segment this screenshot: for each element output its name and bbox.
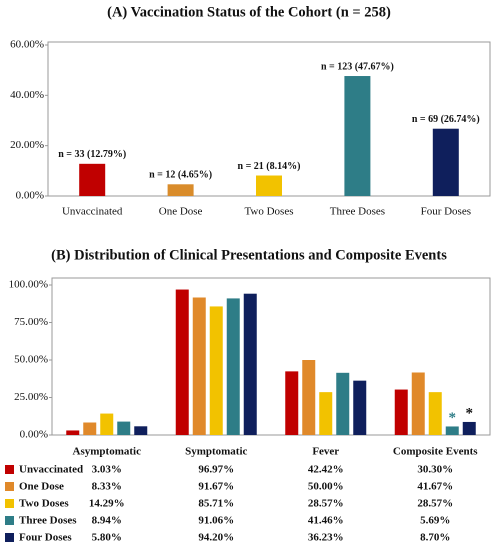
bar bbox=[336, 372, 350, 435]
table-value: 41.46% bbox=[308, 515, 344, 527]
bar bbox=[243, 293, 257, 435]
bar bbox=[285, 371, 299, 435]
y-tick-label: 0.00% bbox=[16, 190, 44, 202]
bar bbox=[100, 413, 114, 435]
x-tick-label: Three Doses bbox=[330, 206, 385, 218]
legend-label: Two Doses bbox=[19, 498, 69, 510]
legend-label: Three Doses bbox=[19, 515, 77, 527]
bar bbox=[353, 380, 367, 435]
bar bbox=[411, 372, 425, 435]
bar bbox=[428, 392, 442, 435]
x-tick-label: Composite Events bbox=[393, 446, 478, 458]
chart-title: (A) Vaccination Status of the Cohort (n … bbox=[107, 4, 391, 20]
chart-title: (B) Distribution of Clinical Presentatio… bbox=[51, 247, 447, 263]
y-tick-label: 75.00% bbox=[14, 316, 48, 328]
table-value: 28.57% bbox=[417, 498, 453, 510]
legend-swatch bbox=[5, 482, 14, 491]
bar bbox=[462, 421, 476, 435]
table-value: 30.30% bbox=[417, 464, 453, 476]
table-value: 3.03% bbox=[92, 464, 122, 476]
bar bbox=[192, 297, 206, 435]
table-value: 91.67% bbox=[198, 481, 234, 493]
bar bbox=[175, 289, 189, 435]
bar bbox=[256, 175, 282, 196]
table-value: 85.71% bbox=[198, 498, 234, 510]
table-value: 5.80% bbox=[92, 532, 122, 544]
bar bbox=[134, 426, 148, 435]
x-tick-label: Symptomatic bbox=[185, 446, 247, 458]
table-value: 8.94% bbox=[92, 515, 122, 527]
y-tick-label: 20.00% bbox=[10, 139, 44, 151]
legend-swatch bbox=[5, 516, 14, 525]
plot-frame bbox=[51, 277, 491, 436]
annotation: * bbox=[449, 410, 457, 426]
table-value: 5.69% bbox=[420, 515, 450, 527]
y-tick-label: 25.00% bbox=[14, 391, 48, 403]
bar bbox=[226, 298, 240, 435]
x-tick-label: Four Doses bbox=[421, 206, 471, 218]
table-value: 94.20% bbox=[198, 532, 234, 544]
legend-swatch bbox=[5, 499, 14, 508]
value-label: n = 69 (26.74%) bbox=[412, 114, 480, 125]
table-value: 8.70% bbox=[420, 532, 450, 544]
annotation: * bbox=[466, 405, 474, 421]
table-value: 28.57% bbox=[308, 498, 344, 510]
legend-label: Unvaccinated bbox=[19, 464, 83, 476]
table-value: 50.00% bbox=[308, 481, 344, 493]
bar bbox=[83, 422, 97, 435]
bar bbox=[209, 306, 223, 435]
value-label: n = 21 (8.14%) bbox=[238, 161, 301, 172]
legend-swatch bbox=[5, 465, 14, 474]
legend-label: Four Doses bbox=[19, 532, 72, 544]
table-value: 42.42% bbox=[308, 464, 344, 476]
table-value: 8.33% bbox=[92, 481, 122, 493]
x-tick-label: One Dose bbox=[159, 206, 203, 218]
bar bbox=[302, 360, 316, 435]
bar bbox=[66, 430, 80, 435]
y-tick-label: 0.00% bbox=[20, 429, 48, 441]
bar bbox=[167, 184, 194, 196]
bar bbox=[319, 392, 333, 435]
table-value: 41.67% bbox=[417, 481, 453, 493]
value-label: n = 33 (12.79%) bbox=[58, 149, 126, 160]
bar bbox=[79, 163, 106, 196]
value-label: n = 123 (47.67%) bbox=[321, 61, 394, 72]
legend-label: One Dose bbox=[19, 481, 64, 493]
x-tick-label: Two Doses bbox=[244, 206, 293, 218]
table-value: 14.29% bbox=[89, 498, 125, 510]
y-tick-label: 100.00% bbox=[9, 279, 48, 291]
x-tick-label: Fever bbox=[312, 446, 339, 458]
x-tick-label: Asymptomatic bbox=[73, 446, 142, 458]
y-tick-label: 40.00% bbox=[10, 89, 44, 101]
bar bbox=[394, 389, 408, 435]
legend-swatch bbox=[5, 533, 14, 542]
value-label: n = 12 (4.65%) bbox=[149, 170, 212, 181]
x-tick-label: Unvaccinated bbox=[62, 206, 123, 218]
table-value: 36.23% bbox=[308, 532, 344, 544]
bar bbox=[432, 128, 459, 196]
bar bbox=[445, 426, 459, 435]
table-value: 96.97% bbox=[198, 464, 234, 476]
bar bbox=[344, 76, 371, 196]
bar bbox=[117, 421, 131, 435]
table-value: 91.06% bbox=[198, 515, 234, 527]
y-tick-label: 50.00% bbox=[14, 354, 48, 366]
y-tick-label: 60.00% bbox=[10, 39, 44, 51]
